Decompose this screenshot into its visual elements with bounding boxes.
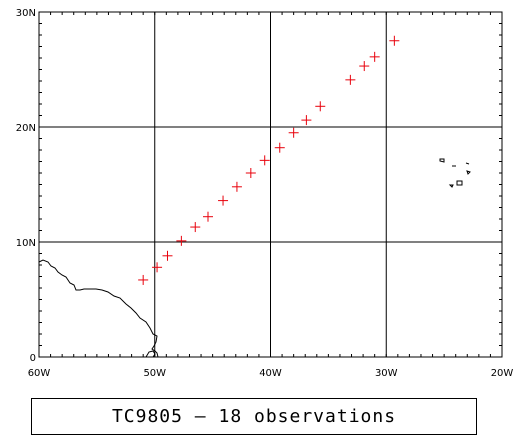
cape-verde-islands <box>439 158 471 188</box>
y-tick-label-2: 20N <box>16 123 36 134</box>
observation-marker-16 <box>359 61 370 72</box>
storm-track-points <box>138 35 400 285</box>
observation-marker-10 <box>259 155 270 166</box>
y-tick-label-3: 30N <box>16 8 36 19</box>
observation-marker-9 <box>245 168 256 178</box>
x-tick-label-1: 50W <box>143 368 166 379</box>
observation-marker-15 <box>345 74 356 85</box>
south-america-coastline <box>38 259 159 358</box>
observation-marker-13 <box>301 115 312 126</box>
x-tick-label-0: 60W <box>28 368 51 379</box>
observation-marker-3 <box>162 250 173 261</box>
grid-lines <box>39 12 502 357</box>
observation-marker-8 <box>231 181 242 192</box>
x-tick-label-2: 40W <box>259 368 282 379</box>
observation-marker-17 <box>369 51 380 62</box>
caption-box: TC9805 — 18 observations <box>31 398 477 435</box>
observation-marker-14 <box>315 101 326 112</box>
observation-marker-5 <box>190 222 201 233</box>
x-tick-label-4: 20W <box>491 368 514 379</box>
map-caption: TC9805 — 18 observations <box>111 406 397 427</box>
y-tick-label-0: 0 <box>30 353 36 364</box>
observation-marker-7 <box>218 195 229 206</box>
observation-marker-1 <box>138 274 149 285</box>
observation-marker-2 <box>152 262 163 273</box>
y-tick-label-1: 10N <box>16 238 36 249</box>
minor-ticks <box>38 11 503 358</box>
observation-marker-11 <box>274 142 285 153</box>
tick-labels: 60W 50W 40W 30W 20W 0 10N 20N 30N <box>16 8 514 379</box>
coastlines <box>38 158 471 358</box>
observation-marker-4 <box>176 235 187 246</box>
x-tick-label-3: 30W <box>375 368 398 379</box>
amazon-delta-coastline <box>145 350 156 358</box>
observation-marker-18 <box>389 35 400 46</box>
observation-marker-6 <box>202 211 213 222</box>
observation-marker-12 <box>288 127 299 138</box>
